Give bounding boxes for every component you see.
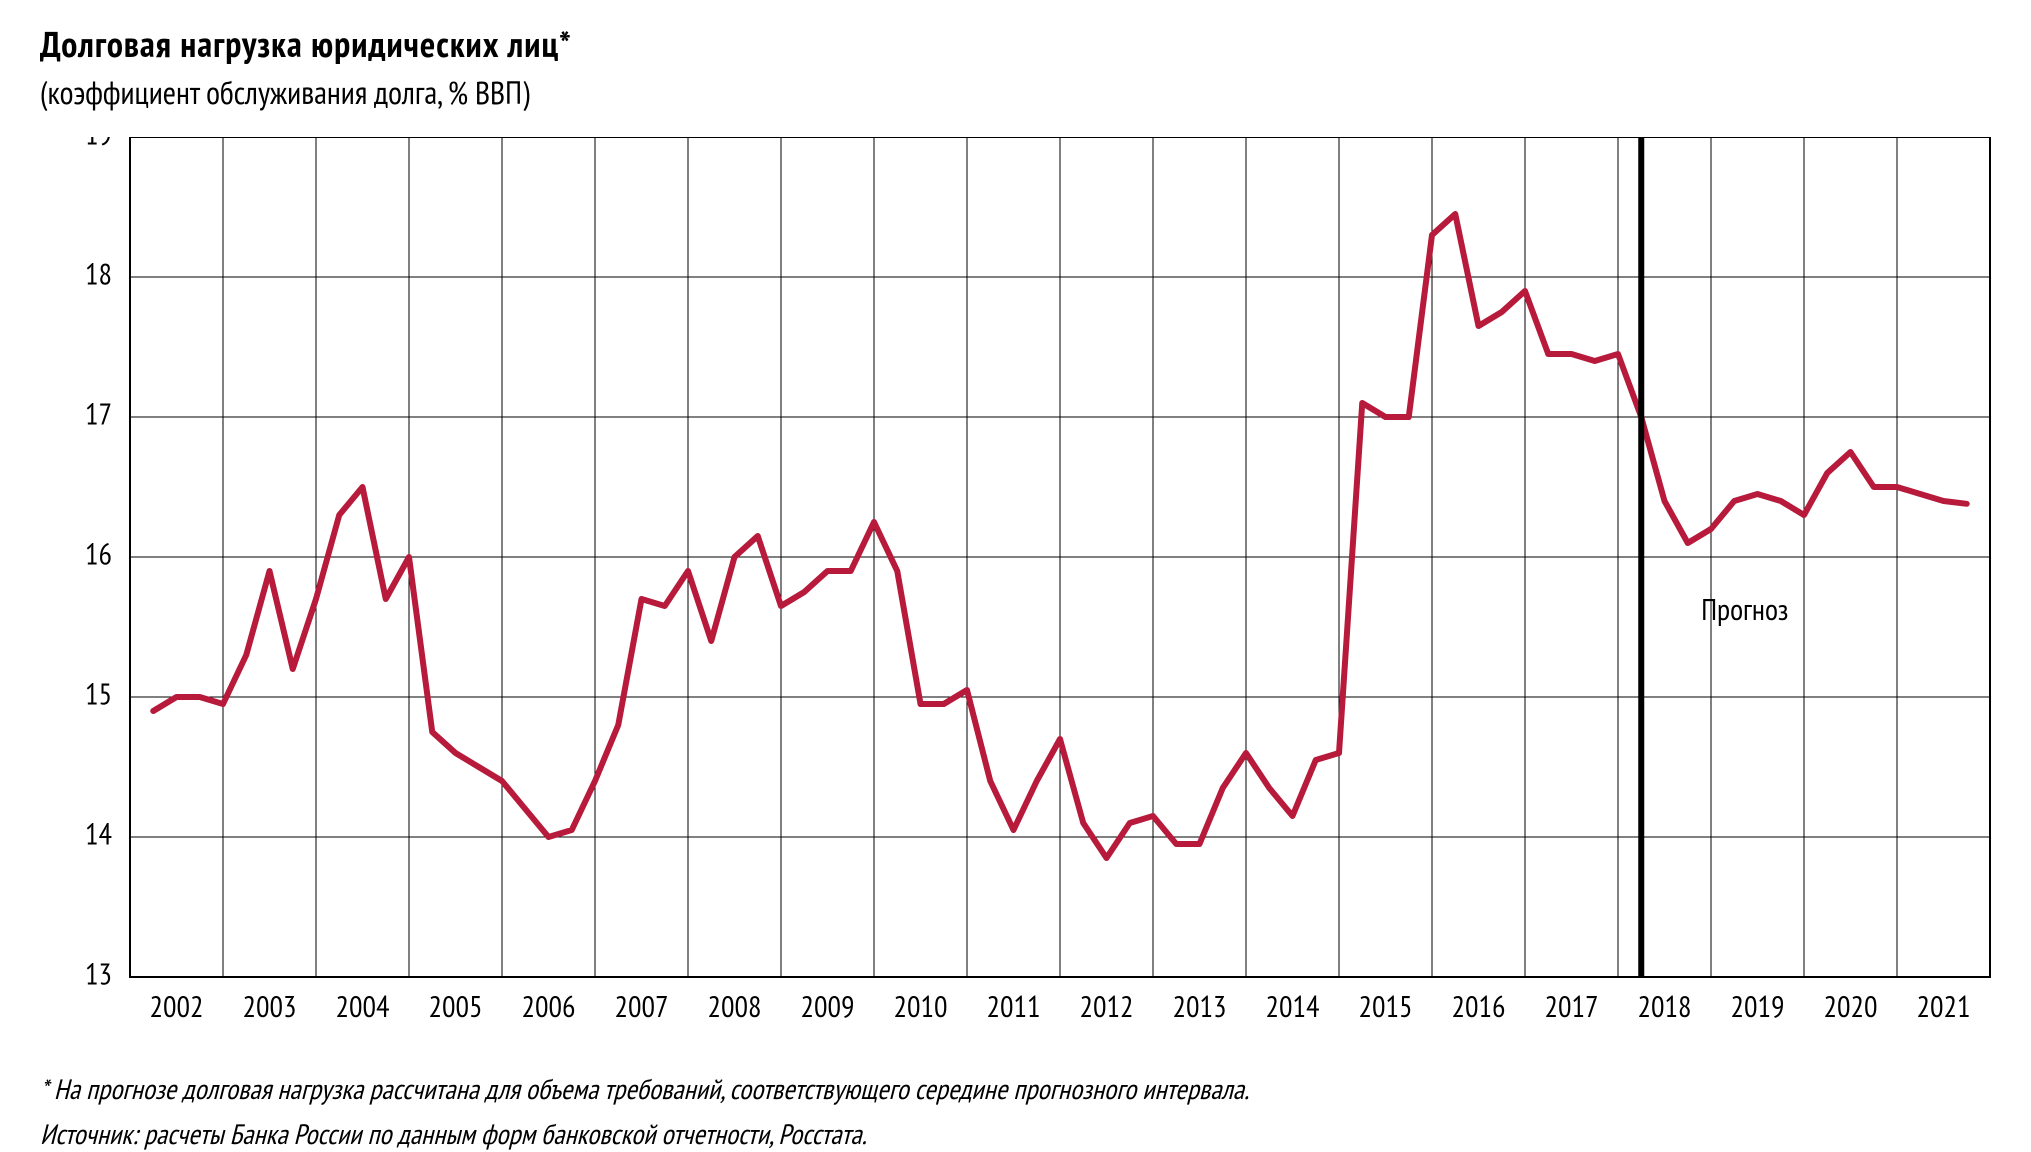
svg-text:19: 19 xyxy=(85,137,112,154)
svg-text:2015: 2015 xyxy=(1359,987,1413,1026)
svg-text:16: 16 xyxy=(85,535,112,574)
chart-svg: 13 14 15 16 17 18 19 2002 2003 2004 2005 2006 2007 20… xyxy=(40,137,2000,1037)
chart-container: Долговая нагрузка юридических лиц* (коэф… xyxy=(0,0,2031,1140)
chart-plot-area: 13 14 15 16 17 18 19 2002 2003 2004 2005 2006 2007 20… xyxy=(40,137,1991,1042)
svg-text:2016: 2016 xyxy=(1452,987,1506,1026)
svg-text:17: 17 xyxy=(85,395,112,434)
svg-text:2017: 2017 xyxy=(1545,987,1599,1026)
svg-text:15: 15 xyxy=(85,675,112,714)
chart-source: Источник: расчеты Банка России по данным… xyxy=(40,1115,1991,1152)
svg-text:2012: 2012 xyxy=(1080,987,1134,1026)
svg-text:2021: 2021 xyxy=(1917,987,1971,1026)
svg-text:13: 13 xyxy=(85,955,112,994)
svg-text:2019: 2019 xyxy=(1731,987,1785,1026)
chart-subtitle: (коэффициент обслуживания долга, % ВВП) xyxy=(40,71,1991,113)
svg-text:2005: 2005 xyxy=(429,987,483,1026)
chart-title: Долговая нагрузка юридических лиц* xyxy=(40,20,1991,67)
svg-text:2003: 2003 xyxy=(243,987,297,1026)
svg-text:2020: 2020 xyxy=(1824,987,1878,1026)
svg-text:2011: 2011 xyxy=(987,987,1041,1026)
svg-text:2008: 2008 xyxy=(708,987,762,1026)
svg-text:2013: 2013 xyxy=(1173,987,1227,1026)
forecast-label: Прогноз xyxy=(1701,590,1788,629)
svg-text:2006: 2006 xyxy=(522,987,576,1026)
svg-text:2007: 2007 xyxy=(615,987,669,1026)
svg-text:2018: 2018 xyxy=(1638,987,1692,1026)
svg-text:18: 18 xyxy=(85,255,112,294)
svg-text:2009: 2009 xyxy=(801,987,855,1026)
svg-text:14: 14 xyxy=(85,815,112,854)
svg-text:2004: 2004 xyxy=(336,987,390,1026)
svg-text:2010: 2010 xyxy=(894,987,948,1026)
svg-text:2014: 2014 xyxy=(1266,987,1320,1026)
svg-text:2002: 2002 xyxy=(150,987,204,1026)
chart-footnote: * На прогнозе долговая нагрузка рассчита… xyxy=(40,1070,1991,1107)
